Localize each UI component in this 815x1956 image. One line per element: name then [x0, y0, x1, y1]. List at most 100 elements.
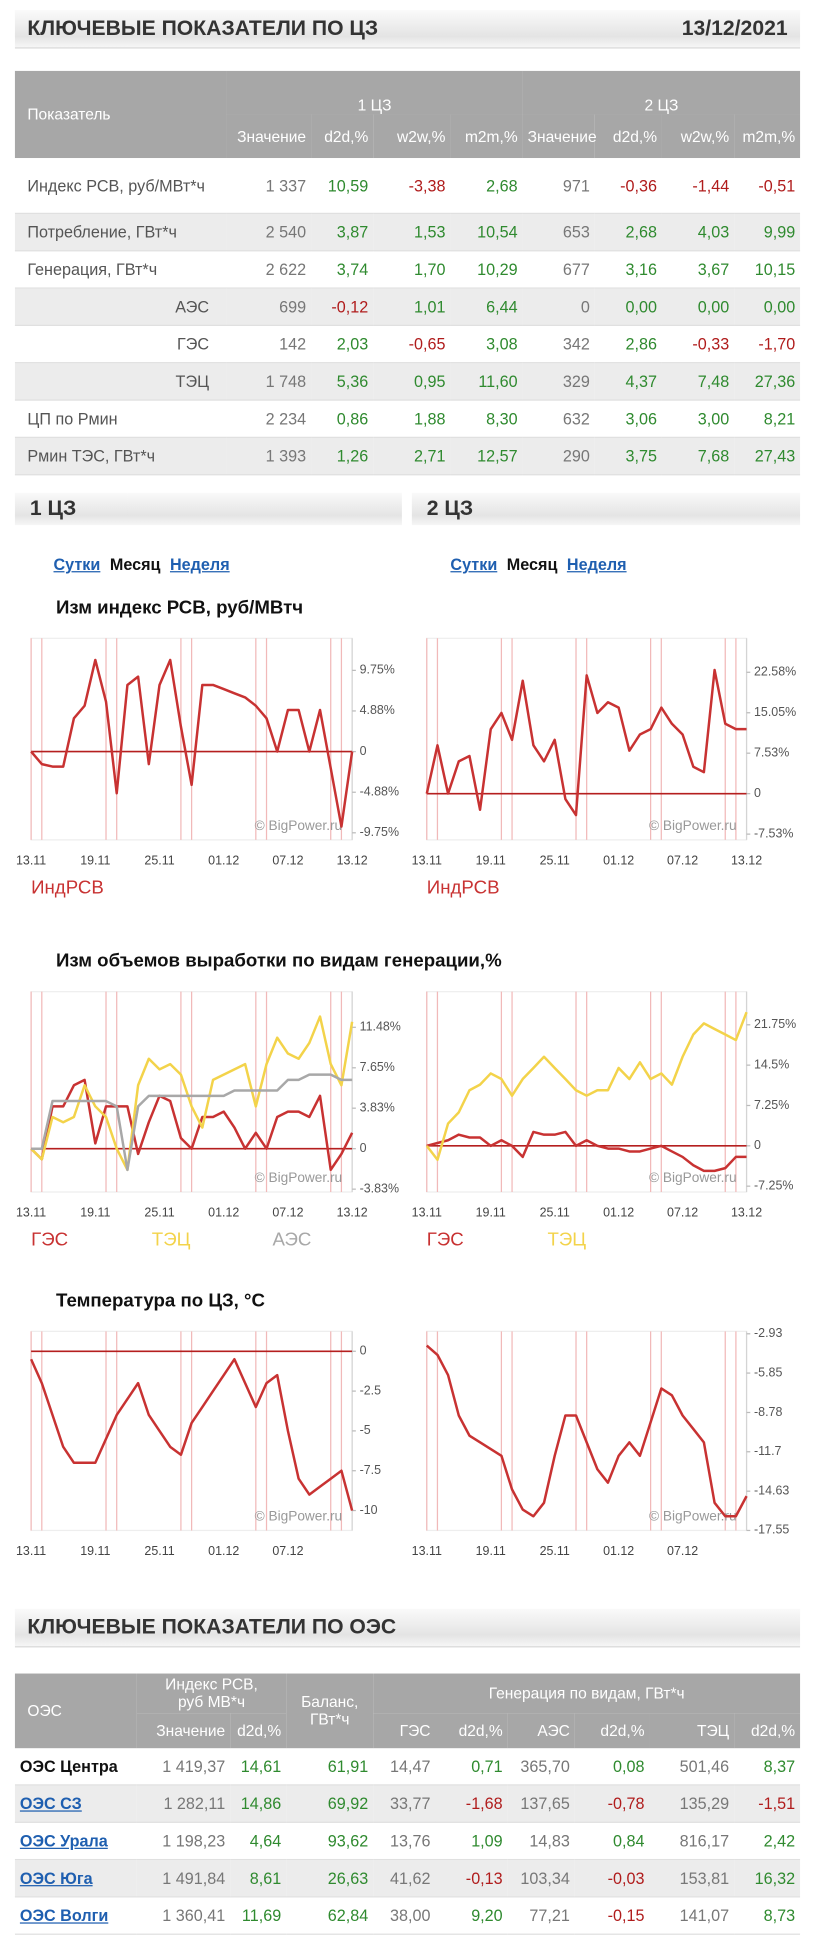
table-cell: 10,15 [734, 250, 801, 289]
table-row: ЦП по Рмин 2 234 0,86 1,88 8,30 632 3,06 3,00 8,… [14, 400, 801, 438]
x-tick-label: 01.12 [603, 1205, 634, 1219]
table-cell: -0,03 [574, 1859, 650, 1898]
table-cell: 0,86 [311, 400, 374, 438]
chart-title: Температура по ЦЗ, °С [56, 1289, 265, 1310]
y-tick-label: -14.63 [754, 1483, 789, 1497]
y-tick-label: 0 [754, 1138, 761, 1152]
table-cell: 0 [522, 288, 595, 326]
table-cell: 1 198,23 [136, 1822, 231, 1861]
table-cell: 135,29 [649, 1784, 735, 1823]
table-cell: 8,37 [734, 1748, 801, 1786]
table-cell: 14,83 [507, 1822, 575, 1861]
series-line [425, 668, 747, 817]
chart-title: Изм объемов выработки по видам генерации… [56, 950, 502, 971]
table-cell: 3,67 [662, 250, 735, 289]
header-cell: d2d,% [311, 114, 374, 159]
x-tick-label: 07.12 [667, 1544, 698, 1558]
table-cell: 2,42 [734, 1822, 801, 1861]
y-tick-label: 4.88% [360, 703, 395, 717]
header-cell: Значение [522, 114, 597, 159]
x-tick-label: 07.12 [272, 853, 303, 867]
table-cell: 103,34 [507, 1859, 575, 1898]
table-cell: -0,36 [594, 158, 663, 215]
table-cell: 2,68 [450, 158, 523, 215]
header-cell: Показатель [14, 70, 227, 159]
table-cell: -0,13 [435, 1859, 508, 1898]
x-tick-label: 13.11 [412, 1205, 442, 1219]
table-cell: 0,95 [373, 362, 451, 401]
y-tick-label: -5 [360, 1423, 371, 1437]
cz-table: Показатель 1 ЦЗ 2 ЦЗ Значение d2d,% w2w,% m2m,… [14, 70, 801, 476]
table-cell: 10,59 [311, 158, 374, 215]
header-cell: ТЭЦ [649, 1713, 735, 1749]
table-cell: 3,87 [311, 213, 374, 252]
table-cell: 7,48 [662, 362, 735, 401]
section-header: 2 ЦЗ [411, 492, 801, 526]
table-cell: 677 [522, 250, 595, 289]
period-link[interactable]: Сутки [53, 554, 101, 574]
series-line [425, 1344, 748, 1518]
x-tick-label: 07.12 [272, 1544, 303, 1558]
y-tick-label: -7.25% [754, 1178, 793, 1192]
y-tick-label: -8.78 [754, 1405, 782, 1419]
table-cell: 137,65 [507, 1784, 575, 1823]
header-cell: Баланс, ГВт*ч [286, 1673, 374, 1749]
table-cell: 38,00 [373, 1896, 436, 1935]
table-cell: 14,47 [373, 1748, 436, 1786]
header-cell: m2m,% [450, 114, 523, 159]
header-cell: Значение [136, 1713, 231, 1749]
header-group: Генерация по видам, ГВт*ч [373, 1673, 801, 1714]
oes-link[interactable]: ОЭС Юга [19, 1868, 93, 1888]
header-cell: АЭС [507, 1713, 575, 1749]
table-cell: -1,68 [435, 1784, 508, 1823]
table-cell: -0,65 [373, 325, 451, 364]
period-link[interactable]: Неделя [566, 554, 627, 574]
header-group: Индекс РСВ, руб МВ*ч [136, 1673, 287, 1714]
row-label: Потребление, ГВт*ч [14, 213, 227, 252]
y-tick-label: 0 [360, 744, 367, 758]
table-cell: 10,54 [450, 213, 523, 252]
watermark: © BigPower.ru [255, 1170, 343, 1185]
legend-entry: ИндРСВ [427, 876, 500, 897]
header-group: 2 ЦЗ [522, 70, 801, 115]
series-line [426, 1130, 747, 1173]
table-cell: 0,00 [662, 288, 735, 326]
period-current: Месяц [506, 554, 558, 574]
y-tick-label: -3.83% [360, 1181, 399, 1195]
y-tick-label: 15.05% [754, 705, 796, 719]
section-title: 1 ЦЗ [29, 496, 77, 521]
row-label: ТЭЦ [14, 362, 227, 401]
table-cell: -1,44 [662, 158, 735, 215]
oes-link[interactable]: ОЭС Урала [19, 1831, 108, 1851]
legend-entry: ГЭС [427, 1228, 464, 1249]
y-tick-label: 9.75% [360, 663, 395, 677]
row-label: ЦП по Рмин [14, 400, 227, 438]
table-cell: 4,37 [594, 362, 663, 401]
x-tick-label: 19.11 [476, 1205, 506, 1219]
table-cell: -1,51 [734, 1784, 801, 1823]
table-cell: 26,63 [286, 1859, 374, 1898]
y-tick-label: 7.53% [754, 745, 789, 759]
table-cell: 2,86 [594, 325, 663, 364]
header-bar: КЛЮЧЕВЫЕ ПОКАЗАТЕЛИ ПО ЦЗ 13/12/2021 [14, 9, 801, 49]
oes-link[interactable]: ОЭС Волги [19, 1906, 109, 1925]
table-cell: 8,30 [450, 400, 523, 438]
y-tick-label: 14.5% [754, 1057, 789, 1071]
table-row: АЭС 699 -0,12 1,01 6,44 0 0,00 0,00 0,00 [14, 288, 801, 326]
table-cell: 7,68 [662, 437, 735, 476]
series-line [425, 1011, 748, 1162]
period-link[interactable]: Сутки [450, 554, 498, 574]
row-label: ОЭС Урала [14, 1822, 137, 1861]
x-tick-label: 25.11 [540, 1544, 570, 1558]
table-row: ОЭС Урала 1 198,23 4,64 93,62 13,76 1,09 14,83… [14, 1822, 801, 1861]
x-tick-label: 25.11 [144, 1544, 174, 1558]
table-cell: 2 622 [226, 250, 312, 289]
y-tick-label: -9.75% [360, 825, 399, 839]
period-link[interactable]: Неделя [169, 554, 230, 574]
table-cell: 11,60 [450, 362, 523, 401]
header-row: Значение d2d,% w2w,% m2m,% Значение d2d,% w2w,… [15, 114, 801, 159]
y-tick-label: -7.53% [754, 826, 793, 840]
oes-link[interactable]: ОЭС СЗ [19, 1794, 82, 1813]
table-cell: 3,74 [311, 250, 374, 289]
